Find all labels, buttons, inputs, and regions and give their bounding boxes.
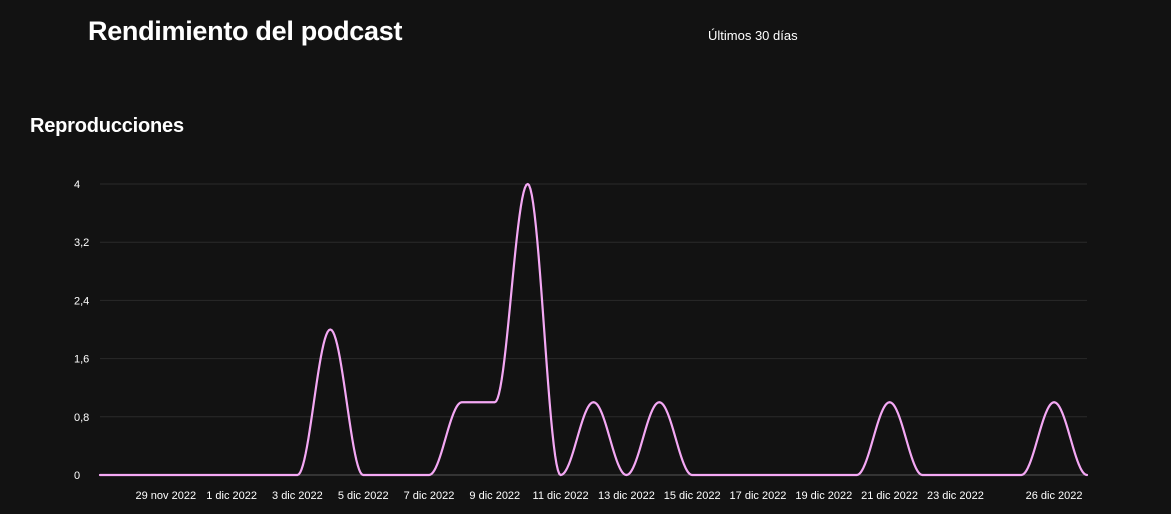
y-tick-label: 3,2 xyxy=(74,237,89,249)
x-tick-label: 19 dic 2022 xyxy=(795,490,852,502)
x-tick-label: 5 dic 2022 xyxy=(338,490,389,502)
x-tick-label: 11 dic 2022 xyxy=(533,490,589,502)
x-tick-label: 13 dic 2022 xyxy=(598,490,655,502)
x-tick-label: 21 dic 2022 xyxy=(861,490,918,502)
x-tick-label: 15 dic 2022 xyxy=(664,490,721,502)
y-axis-tick-labels: 0 0,8 1,6 2,4 3,2 4 xyxy=(74,179,89,482)
x-axis-tick-labels: 29 nov 2022 1 dic 2022 3 dic 2022 5 dic 202… xyxy=(136,490,1083,502)
y-tick-label: 4 xyxy=(74,179,80,191)
y-tick-label: 2,4 xyxy=(74,295,89,307)
x-tick-label: 9 dic 2022 xyxy=(469,490,520,502)
y-tick-label: 0,8 xyxy=(74,412,89,424)
x-tick-label: 17 dic 2022 xyxy=(730,490,787,502)
y-tick-label: 1,6 xyxy=(74,354,89,366)
grid-layer xyxy=(100,184,1087,475)
series-line-plays xyxy=(100,184,1087,475)
x-tick-label: 7 dic 2022 xyxy=(404,490,455,502)
x-tick-label: 26 dic 2022 xyxy=(1026,490,1083,502)
x-tick-label: 23 dic 2022 xyxy=(927,490,984,502)
x-tick-label: 1 dic 2022 xyxy=(206,490,257,502)
y-tick-label: 0 xyxy=(74,470,80,482)
x-tick-label: 29 nov 2022 xyxy=(136,490,197,502)
x-tick-label: 3 dic 2022 xyxy=(272,490,323,502)
